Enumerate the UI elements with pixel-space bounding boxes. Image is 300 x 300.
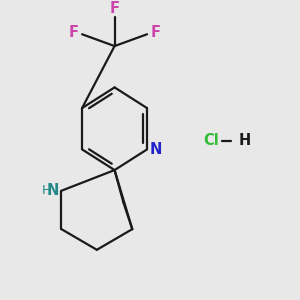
Text: F: F <box>151 25 161 40</box>
Text: N: N <box>47 183 59 198</box>
Text: F: F <box>110 1 120 16</box>
Text: Cl: Cl <box>203 133 219 148</box>
Text: H: H <box>238 133 251 148</box>
Text: H: H <box>42 184 51 197</box>
Text: N: N <box>149 142 161 157</box>
Text: F: F <box>68 25 78 40</box>
